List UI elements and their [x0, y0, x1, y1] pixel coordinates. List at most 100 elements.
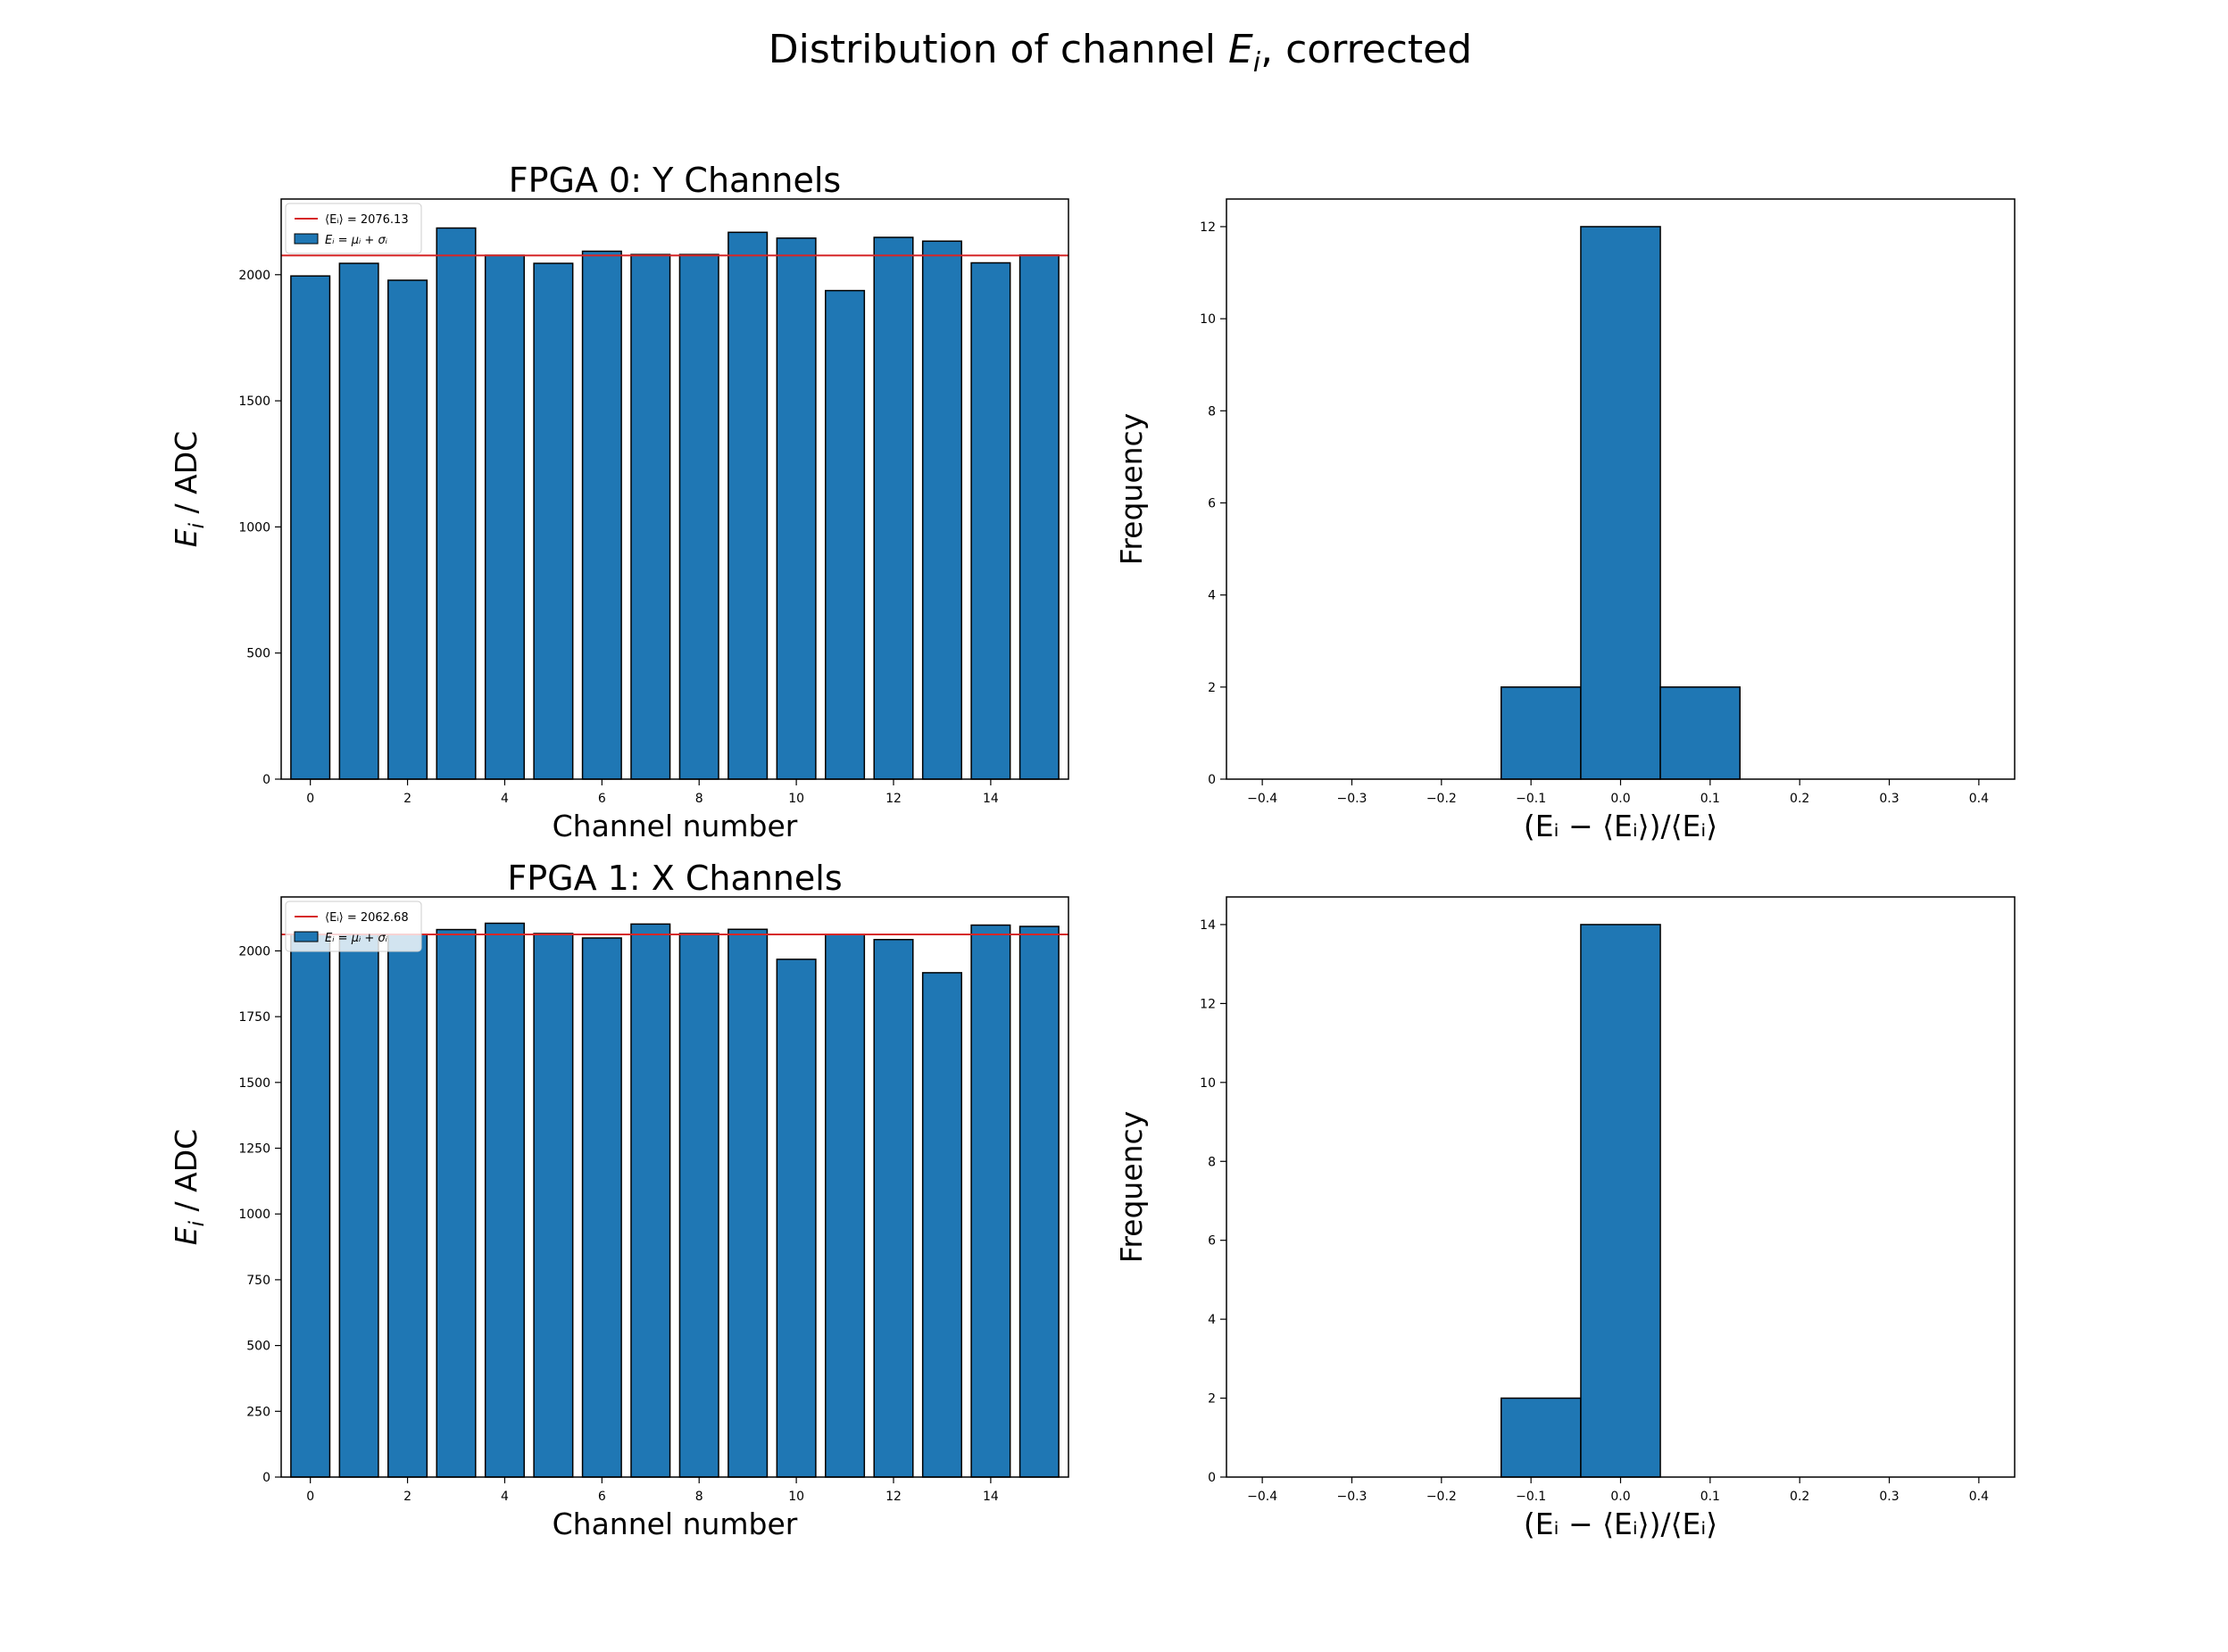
y-tick-label: 750 [246, 1274, 270, 1288]
x-axis-label: Channel number [553, 809, 798, 843]
y-tick-label: 1750 [238, 1010, 270, 1025]
y-tick-label: 0 [1208, 773, 1216, 787]
x-tick-label: 0.0 [1610, 792, 1630, 806]
x-tick-label: 6 [598, 792, 606, 806]
bar-channel-2 [387, 934, 428, 1478]
x-axis-label: (Eᵢ − ⟨Eᵢ⟩)/⟨Eᵢ⟩ [1524, 1507, 1717, 1541]
histogram-bar-0 [1500, 1397, 1582, 1478]
panel-title: FPGA 0: Y Channels [509, 161, 841, 200]
bar-channel-4 [484, 254, 525, 780]
x-axis-label: (Eᵢ − ⟨Eᵢ⟩)/⟨Eᵢ⟩ [1524, 809, 1717, 843]
x-tick-label: 0.0 [1610, 1490, 1630, 1504]
bar-channel-6 [581, 937, 622, 1478]
x-tick-label: 4 [501, 792, 509, 806]
x-tick-label: 0.1 [1700, 792, 1720, 806]
y-axis-label: Frequency [1114, 413, 1149, 565]
y-label-unit: / ADC [169, 1129, 204, 1221]
y-tick-label: 1500 [238, 394, 270, 409]
bar-channel-11 [825, 289, 866, 780]
x-tick-label: 12 [885, 792, 902, 806]
y-tick-label: 6 [1208, 496, 1216, 511]
x-tick-label: −0.3 [1336, 1490, 1367, 1504]
bar-channel-11 [825, 934, 866, 1478]
bar-channel-7 [630, 923, 671, 1478]
bar-channel-14 [970, 261, 1011, 780]
x-tick-label: 8 [695, 792, 703, 806]
y-tick-label: 12 [1200, 997, 1216, 1011]
bar-channel-15 [1018, 253, 1060, 780]
histogram-bar-0 [1500, 686, 1582, 780]
legend-bar-swatch [294, 931, 319, 942]
x-tick-label: 0 [306, 1490, 314, 1504]
bar-channel-1 [338, 934, 379, 1478]
chart-fpga0-y-channels: 0 2 4 6 8 10 12 14 0 500 1000 1500 2000 Channel numbe… [169, 161, 1069, 843]
bar-channel-1 [338, 262, 379, 780]
legend-box [285, 901, 422, 952]
legend-bar-label: Eᵢ = μᵢ + σᵢ [325, 234, 388, 247]
y-label-unit: / ADC [169, 431, 204, 523]
y-tick-label: 1000 [238, 520, 270, 535]
bar-channel-12 [873, 237, 914, 780]
y-tick-label: 6 [1208, 1234, 1216, 1249]
x-tick-label: 0.2 [1790, 792, 1809, 806]
y-tick-label: 4 [1208, 589, 1216, 603]
y-tick-label: 1500 [238, 1076, 270, 1091]
x-tick-label: 10 [788, 1490, 804, 1504]
x-tick-label: 0.3 [1879, 792, 1899, 806]
y-tick-label: 1250 [238, 1142, 270, 1157]
x-tick-label: 14 [983, 792, 999, 806]
bar-channel-5 [533, 262, 574, 780]
figure-title: Distribution of channel Ei, corrected [769, 27, 1472, 79]
y-tick-label: 10 [1200, 312, 1216, 327]
axes-frame [280, 896, 1069, 1478]
y-axis-label: Ei / ADC [169, 1129, 209, 1245]
x-tick-label: −0.4 [1247, 792, 1277, 806]
bar-channel-10 [776, 959, 817, 1478]
x-tick-label: 0.3 [1879, 1490, 1899, 1504]
x-tick-label: −0.3 [1336, 792, 1367, 806]
y-label-var: E [169, 528, 204, 547]
bar-channel-9 [727, 231, 769, 780]
bar-channel-13 [921, 972, 962, 1478]
bar-channel-7 [630, 253, 671, 780]
y-tick-label: 4 [1208, 1313, 1216, 1327]
y-tick-label: 2 [1208, 681, 1216, 695]
x-tick-label: 0.1 [1700, 1490, 1720, 1504]
bar-channel-8 [678, 933, 719, 1478]
bar-channel-3 [436, 928, 477, 1478]
x-tick-label: 8 [695, 1490, 703, 1504]
x-tick-label: 6 [598, 1490, 606, 1504]
x-tick-label: −0.1 [1516, 1490, 1546, 1504]
y-tick-label: 12 [1200, 220, 1216, 235]
x-tick-label: 2 [403, 792, 412, 806]
chart-fpga0-histogram: −0.4 −0.3 −0.2 −0.1 0.0 0.1 0.2 0.3 0.4 0 2 4 6 8 10 12… [1114, 198, 2016, 843]
legend-bar-label: Eᵢ = μᵢ + σᵢ [325, 932, 388, 945]
axes-frame [280, 198, 1069, 780]
bar-channel-0 [290, 275, 331, 780]
y-tick-label: 2 [1208, 1392, 1216, 1407]
bar-channel-5 [533, 933, 574, 1478]
x-tick-label: −0.2 [1426, 792, 1457, 806]
bar-channel-2 [387, 279, 428, 780]
x-tick-label: 12 [885, 1490, 902, 1504]
bar-channel-15 [1018, 926, 1060, 1478]
chart-fpga1-x-channels: 0 2 4 6 8 10 12 14 0 250 500 750 1000 1250 1500 1750 200… [169, 859, 1069, 1541]
legend-mean-label: ⟨Eᵢ⟩ = 2062.68 [325, 911, 409, 925]
y-axis-label: Frequency [1114, 1111, 1149, 1263]
bar-channel-13 [921, 240, 962, 780]
y-axis-label: Ei / ADC [169, 431, 209, 547]
x-tick-label: 0.4 [1969, 1490, 1989, 1504]
y-tick-label: 2000 [238, 269, 270, 283]
x-tick-label: −0.2 [1426, 1490, 1457, 1504]
x-axis-label: Channel number [553, 1507, 798, 1541]
bar-channel-6 [581, 250, 622, 780]
bar-channel-14 [970, 924, 1011, 1478]
legend-bar-swatch [294, 233, 319, 245]
bar-channel-8 [678, 253, 719, 780]
x-tick-label: 14 [983, 1490, 999, 1504]
y-tick-label: 8 [1208, 1155, 1216, 1169]
y-tick-label: 0 [1208, 1471, 1216, 1485]
bar-channel-9 [727, 928, 769, 1478]
x-tick-label: −0.4 [1247, 1490, 1277, 1504]
y-tick-label: 500 [246, 1340, 270, 1354]
